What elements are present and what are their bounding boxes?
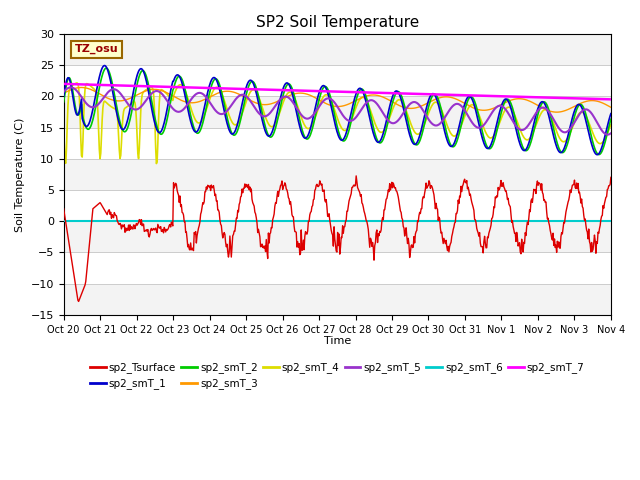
sp2_smT_1 (273, 111, 281, 117)
Line: sp2_smT_3: sp2_smT_3 (63, 87, 611, 112)
sp2_Tsurface (75, 299, 83, 304)
sp2_smT_1 (125, 113, 132, 119)
sp2_smT_3 (394, 102, 402, 108)
sp2_smT_4 (607, 122, 614, 128)
sp2_smT_2 (102, 65, 110, 71)
sp2_smT_4 (253, 90, 261, 96)
sp2_smT_3 (252, 100, 260, 106)
sp2_smT_4 (226, 115, 234, 120)
sp2_smT_3 (273, 99, 281, 105)
sp2_Tsurface (607, 174, 614, 180)
Title: SP2 Soil Temperature: SP2 Soil Temperature (255, 15, 419, 30)
sp2_smT_2 (252, 85, 260, 91)
sp2_smT_1 (252, 90, 260, 96)
sp2_smT_1 (100, 63, 108, 69)
sp2_smT_2 (607, 116, 614, 122)
sp2_smT_7 (394, 90, 401, 96)
sp2_smT_5 (273, 100, 281, 106)
sp2_smT_3 (607, 105, 614, 110)
sp2_Tsurface (225, 250, 233, 255)
sp2_smT_6 (252, 218, 259, 224)
sp2_smT_7 (424, 91, 432, 97)
Y-axis label: Soil Temperature (C): Soil Temperature (C) (15, 117, 25, 232)
sp2_smT_7 (252, 86, 259, 92)
sp2_smT_5 (60, 89, 67, 95)
Bar (63, 96, 611, 128)
sp2_Tsurface (252, 215, 260, 221)
sp2_smT_4 (152, 161, 160, 167)
sp2_smT_7 (273, 87, 280, 93)
Line: sp2_smT_5: sp2_smT_5 (63, 87, 611, 134)
sp2_smT_5 (394, 117, 402, 123)
sp2_smT_5 (67, 84, 75, 90)
sp2_smT_5 (225, 106, 233, 111)
sp2_smT_6 (60, 218, 67, 224)
sp2_smT_1 (607, 111, 614, 117)
Line: sp2_smT_2: sp2_smT_2 (63, 68, 611, 155)
sp2_smT_6 (273, 218, 280, 224)
Text: TZ_osu: TZ_osu (75, 44, 118, 54)
sp2_smT_4 (395, 97, 403, 103)
sp2_smT_2 (225, 123, 233, 129)
Line: sp2_smT_1: sp2_smT_1 (63, 66, 611, 155)
sp2_smT_2 (60, 99, 67, 105)
Line: sp2_smT_7: sp2_smT_7 (63, 84, 611, 99)
sp2_smT_3 (553, 109, 561, 115)
sp2_smT_1 (394, 89, 402, 95)
sp2_smT_1 (593, 152, 601, 157)
sp2_smT_2 (394, 89, 402, 95)
sp2_smT_2 (595, 152, 603, 157)
sp2_smT_3 (125, 96, 132, 102)
sp2_smT_5 (425, 117, 433, 123)
sp2_Tsurface (426, 180, 433, 186)
sp2_smT_5 (125, 102, 132, 108)
sp2_smT_4 (125, 103, 132, 108)
sp2_smT_6 (225, 218, 232, 224)
sp2_smT_5 (604, 132, 611, 137)
sp2_smT_3 (77, 84, 85, 90)
sp2_Tsurface (273, 194, 281, 200)
sp2_smT_2 (425, 103, 433, 108)
sp2_smT_1 (60, 94, 67, 99)
sp2_smT_3 (60, 90, 67, 96)
sp2_smT_4 (274, 115, 282, 121)
Line: sp2_smT_4: sp2_smT_4 (63, 83, 611, 164)
Bar (63, 284, 611, 315)
sp2_smT_6 (124, 218, 132, 224)
sp2_smT_1 (425, 96, 433, 102)
Bar (63, 34, 611, 65)
sp2_smT_7 (225, 85, 232, 91)
sp2_smT_5 (252, 107, 260, 113)
sp2_smT_4 (426, 108, 433, 113)
sp2_smT_2 (273, 120, 281, 125)
X-axis label: Time: Time (324, 336, 351, 346)
Line: sp2_Tsurface: sp2_Tsurface (63, 176, 611, 301)
sp2_smT_7 (60, 81, 67, 87)
sp2_smT_1 (225, 127, 233, 133)
sp2_Tsurface (125, 222, 132, 228)
sp2_smT_4 (60, 121, 67, 127)
sp2_smT_3 (425, 99, 433, 105)
sp2_smT_6 (394, 218, 401, 224)
sp2_smT_6 (424, 218, 432, 224)
sp2_smT_2 (125, 122, 132, 128)
sp2_Tsurface (353, 173, 360, 179)
sp2_smT_3 (225, 88, 233, 94)
sp2_smT_6 (607, 218, 614, 224)
sp2_smT_7 (607, 96, 614, 102)
sp2_smT_4 (74, 80, 81, 86)
sp2_smT_7 (124, 83, 132, 89)
Legend: sp2_Tsurface, sp2_smT_1, sp2_smT_2, sp2_smT_3, sp2_smT_4, sp2_smT_5, sp2_smT_6, : sp2_Tsurface, sp2_smT_1, sp2_smT_2, sp2_… (90, 362, 584, 389)
sp2_Tsurface (395, 199, 403, 204)
sp2_Tsurface (60, 206, 67, 212)
sp2_smT_5 (607, 131, 614, 136)
Bar (63, 221, 611, 252)
Bar (63, 159, 611, 190)
